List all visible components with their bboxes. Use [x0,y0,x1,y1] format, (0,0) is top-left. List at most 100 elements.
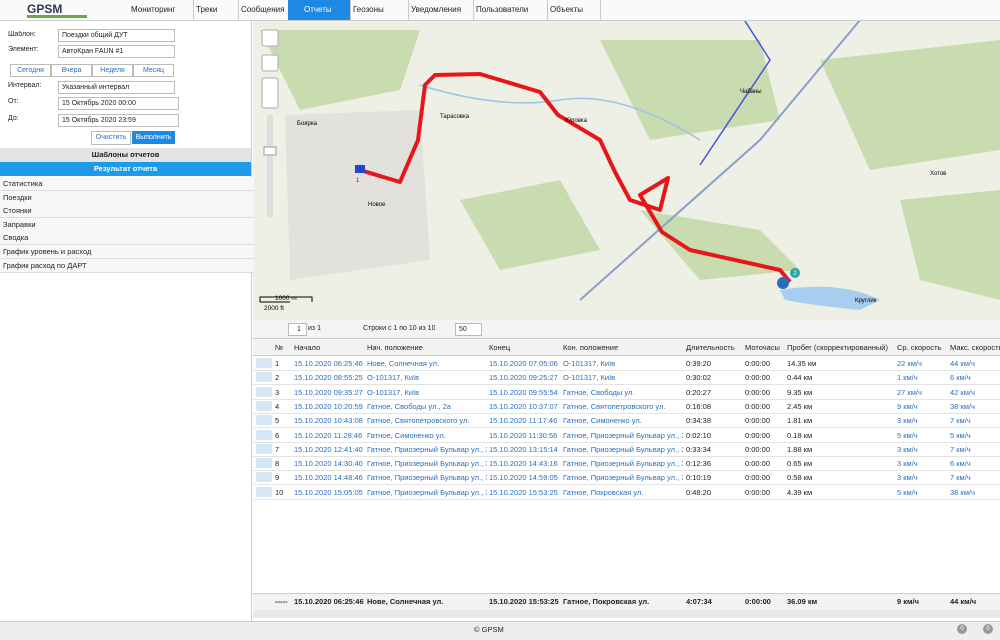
view-icon[interactable] [256,429,272,440]
start-marker[interactable] [355,165,365,173]
column-header[interactable]: Моточасы [745,343,780,352]
nav-tab[interactable]: Уведомления [395,0,474,20]
table-row[interactable] [253,399,1000,414]
badge[interactable]: 0 [983,624,993,634]
cell: Гатное, Свободы ул., 2а [367,401,451,411]
cell: О-101317, Київ [367,373,420,383]
column-header[interactable]: Кон. положение [563,343,619,352]
result-item[interactable]: График расход по ДАРТ [0,258,254,273]
cell: 15.10.2020 08:55:25 [294,373,363,383]
total-cell: 15.10.2020 15:53:25 [489,597,559,606]
label: Шаблон: [8,31,36,38]
table-row[interactable] [253,428,1000,443]
table-row[interactable] [253,356,1000,371]
quick-button[interactable]: Неделя [92,64,133,77]
quick-button[interactable]: Вчера [51,64,92,77]
result-item[interactable]: Стоянки [0,204,254,219]
cell: 15.10.2020 11:28:46 [294,430,363,440]
run-button[interactable]: Выполнить [132,131,175,144]
cell: 7 км/ч [950,444,971,454]
per-page-select[interactable]: 50 [455,323,482,336]
table-row[interactable] [253,470,1000,486]
view-icon[interactable] [256,400,272,411]
page-input[interactable]: 1 [288,323,307,336]
view-icon[interactable] [256,458,272,469]
nav-tab[interactable]: Геозоны [337,0,409,20]
cell: О-101317, Київ [563,359,616,368]
result-item[interactable]: График уровень и расход [0,245,254,259]
h-scrollbar[interactable] [253,610,1000,618]
nav-tab[interactable]: Мониторинг [115,0,194,20]
zoom-handle[interactable] [263,146,277,156]
footer [0,621,1000,640]
layers-button[interactable] [261,54,279,72]
nav-tab[interactable]: Отчеты [288,0,351,20]
cell: 0:30:02 [686,373,712,383]
cell: 0:10:19 [686,473,712,483]
eye-button[interactable] [261,29,279,47]
table-row[interactable] [253,485,1000,500]
template-select[interactable]: Поездки общий ДУТ [58,29,175,42]
badge[interactable]: 0 [957,624,967,634]
column-header[interactable]: Ср. скорость [897,343,942,352]
table-row[interactable] [253,442,1000,457]
rows-info: Строки с 1 по 10 из 10 [363,325,436,332]
clear-button[interactable]: Очистить [91,131,131,145]
cell: 9 [275,473,280,483]
total-cell: 9 км/ч [897,597,919,606]
marker-label: 2 [793,271,797,277]
column-header[interactable]: Длительность [686,343,735,352]
result-item[interactable]: Поездки [0,190,254,205]
result-item[interactable]: Статистика [0,177,254,191]
element-select[interactable]: АвтоКран FAUN #1 [58,45,175,58]
quick-button[interactable]: Месяц [133,64,174,77]
view-icon[interactable] [256,443,272,454]
cell: 0:02:10 [686,430,712,440]
table-row[interactable] [253,385,1000,400]
result-item[interactable]: Сводка [0,231,254,246]
column-header[interactable]: Нач. положение [367,343,423,352]
nav-tab[interactable]: Треки [180,0,239,20]
cell: 3 км/ч [897,459,918,469]
view-icon[interactable] [256,486,272,497]
top-bar [0,0,1000,21]
nav-tab[interactable]: Объекты [534,0,601,20]
to-input[interactable]: 15 Октябрь 2020 23:59 [58,114,179,127]
from-input[interactable]: 15 Октябрь 2020 00:00 [58,97,179,110]
view-icon[interactable] [256,372,272,383]
column-header[interactable]: Пробег (скорректированный) [787,343,888,352]
cell: Гатное, Приозерный Бульвар ул., 3 [563,430,683,440]
view-icon[interactable] [256,472,272,483]
result-heading[interactable]: Результат отчета [0,162,251,176]
table-row[interactable] [253,370,1000,386]
interval-select[interactable]: Указанный интервал [58,81,175,94]
column-header[interactable]: Начало [294,343,321,352]
table-header [253,339,1000,356]
zoom-slider[interactable] [267,115,273,217]
column-header[interactable]: № [275,343,284,352]
label: Элемент: [8,46,39,53]
result-item[interactable]: Заправки [0,217,254,232]
cell: 5 км/ч [897,487,918,497]
column-header[interactable]: Конец [489,343,511,352]
nav-tab[interactable]: Пользователи [460,0,548,20]
column-header[interactable]: Макс. скорость [950,343,1000,352]
scale-m: 1000 m [275,295,297,302]
end-marker[interactable] [777,277,789,289]
cell: 15.10.2020 09:25:27 [489,373,558,383]
cell: 15.10.2020 09:55:54 [489,387,558,397]
table-row[interactable] [253,456,1000,472]
zoom-buttons[interactable] [261,77,279,109]
view-icon[interactable] [256,415,272,426]
cell: 9.35 км [787,387,813,397]
cell: 0:00:00 [745,401,771,411]
table-row[interactable] [253,413,1000,429]
view-icon[interactable] [256,386,272,397]
templates-heading[interactable]: Шаблоны отчетов [0,148,251,162]
quick-button[interactable]: Сегодня [10,64,51,77]
cell: 6 км/ч [950,459,971,469]
logo-underline [27,15,87,18]
view-icon[interactable] [256,358,272,368]
cell: 15.10.2020 14:59:05 [489,473,558,483]
cell: Гатное, Приозерный Бульвар ул., 3 [563,459,683,469]
